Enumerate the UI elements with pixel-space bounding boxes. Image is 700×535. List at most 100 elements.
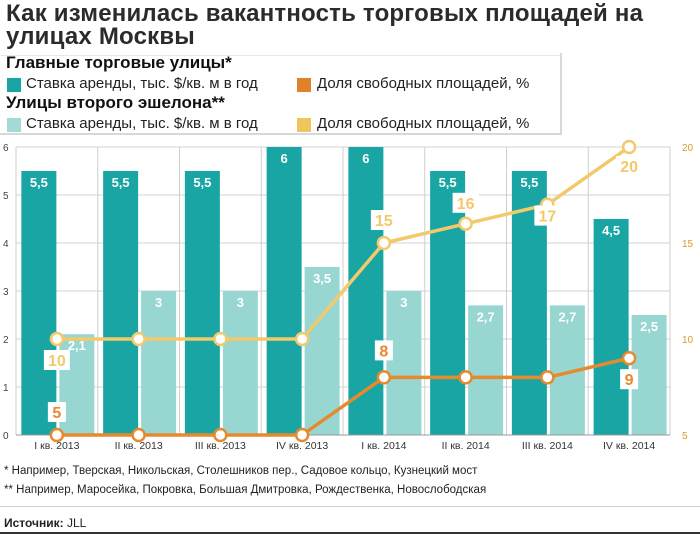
- point-second_vacancy: [376, 235, 392, 251]
- bar-label-second-rent: 3: [400, 295, 407, 310]
- y-left-tick-label: 2: [3, 335, 9, 346]
- legend-label-second-rent: Ставка аренды, тыс. $/кв. м в год: [26, 115, 258, 132]
- legend-swatch-main-rent: [7, 78, 21, 92]
- bar-main-rent: [593, 219, 629, 435]
- bar-second-rent: [222, 291, 258, 435]
- point-label-bg: [616, 156, 643, 176]
- bar-label-second-rent: 2,7: [477, 309, 495, 324]
- source-label: Источник:: [4, 516, 64, 530]
- point-label-main_vacancy: 9: [625, 372, 634, 389]
- point-label-main_vacancy: 8: [379, 343, 388, 360]
- x-tick-label: I кв. 2013: [34, 440, 79, 452]
- bar-label-main-rent: 4,5: [602, 223, 620, 238]
- bar-label-second-rent: 2,7: [558, 309, 576, 324]
- source-line: Источник: JLL: [4, 516, 86, 530]
- bar-second-rent: [141, 291, 177, 435]
- point-main_vacancy: [621, 350, 637, 366]
- legend-swatch-second-rent: [7, 118, 21, 132]
- legend-label-second-vacancy: Доля свободных площадей, %: [317, 115, 530, 132]
- line-second_vacancy: [56, 145, 631, 341]
- x-tick-label: II кв. 2013: [115, 440, 163, 452]
- point-main_vacancy: [540, 370, 555, 385]
- legend-label-main-vacancy: Доля свободных площадей, %: [317, 75, 530, 92]
- bar-label-main-rent: 6: [362, 151, 369, 166]
- legend-swatch-main-vacancy: [297, 78, 311, 92]
- y-right-tick-label: 10: [682, 335, 694, 346]
- chart-plot: 0 1 2 3 4 5 6 5 10 15 20 5,5 2,1 5,5 3 5,5 3 6 3,5 6 3 5,5 2,7…: [3, 139, 694, 452]
- bar-label-second-rent: 3: [155, 295, 162, 310]
- legend-section-main: Главные торговые улицы*: [6, 53, 232, 72]
- legend-swatch-second-vacancy: [297, 118, 311, 132]
- footnote-main: * Например, Тверская, Никольская, Столеш…: [4, 465, 478, 477]
- point-label-bg: [370, 210, 397, 230]
- bar-main-rent: [430, 171, 466, 435]
- y-right-tick-label: 5: [682, 431, 688, 442]
- bar-second-rent: [468, 305, 504, 435]
- point-main_vacancy: [131, 427, 146, 443]
- y-left-tick-label: 0: [3, 431, 9, 442]
- point-label-bg: [534, 205, 561, 226]
- point-main_vacancy: [376, 370, 392, 385]
- bar-label-main-rent: 6: [281, 151, 288, 166]
- bar-label-main-rent: 5,5: [112, 175, 130, 190]
- point-label-bg: [43, 350, 70, 370]
- bar-main-rent: [103, 171, 139, 435]
- legend-top-line: [0, 55, 560, 56]
- chart-title: Как изменилась вакантность торговых площ…: [6, 0, 644, 50]
- x-tick-label: III кв. 2014: [522, 440, 573, 452]
- bar-label-main-rent: 5,5: [520, 175, 538, 190]
- x-tick-label: II кв. 2014: [442, 440, 490, 452]
- line-main_vacancy: [56, 356, 630, 437]
- footer-divider: [0, 506, 700, 507]
- point-second_vacancy: [49, 331, 65, 347]
- point-label-second_vacancy: 17: [538, 209, 556, 226]
- bar-label-second-rent: 3: [237, 295, 244, 310]
- y-left-tick-label: 5: [3, 191, 9, 202]
- point-label-bg: [620, 369, 639, 390]
- legend-label-main-rent: Ставка аренды, тыс. $/кв. м в год: [26, 75, 258, 92]
- x-tick-label: IV кв. 2013: [276, 440, 328, 452]
- bar-main-rent: [21, 171, 57, 435]
- bar-label-main-rent: 5,5: [439, 175, 457, 190]
- point-main_vacancy: [213, 427, 228, 443]
- legend-section-second: Улицы второго эшелона**: [6, 93, 225, 112]
- bar-label-second-rent: 2,1: [68, 338, 86, 353]
- point-label-main_vacancy: 5: [52, 405, 61, 422]
- point-label-bg: [374, 340, 393, 361]
- y-right-tick-label: 15: [682, 239, 694, 250]
- bar-label-main-rent: 5,5: [30, 175, 48, 190]
- bar-second-rent: [386, 291, 422, 435]
- bar-main-rent: [348, 147, 384, 435]
- x-tick-label: IV кв. 2014: [603, 440, 655, 452]
- point-second_vacancy: [294, 331, 310, 347]
- source-value: JLL: [67, 516, 87, 530]
- bar-main-rent: [266, 147, 302, 435]
- y-left-tick-label: 1: [3, 383, 9, 394]
- bottom-rule: [0, 532, 700, 534]
- y-left-tick-label: 4: [3, 239, 9, 250]
- y-left-tick-label: 6: [3, 143, 9, 154]
- bar-main-rent: [184, 171, 220, 435]
- point-label-second_vacancy: 15: [375, 213, 393, 230]
- y-left-tick-label: 3: [3, 287, 9, 298]
- point-label-second_vacancy: 16: [457, 196, 475, 213]
- footnote-second: ** Например, Маросейка, Покровка, Больша…: [4, 484, 487, 496]
- x-tick-label: I кв. 2014: [361, 440, 406, 452]
- point-main_vacancy: [49, 427, 65, 443]
- x-tick-label: III кв. 2013: [195, 440, 246, 452]
- bar-second-rent: [304, 267, 340, 435]
- point-main_vacancy: [294, 427, 310, 443]
- point-second_vacancy: [621, 139, 637, 155]
- bar-label-second-rent: 3,5: [313, 271, 331, 286]
- point-label-second_vacancy: 20: [620, 159, 638, 176]
- point-main_vacancy: [458, 370, 473, 385]
- point-second_vacancy: [458, 216, 473, 232]
- point-second_vacancy: [131, 331, 146, 347]
- bar-label-main-rent: 5,5: [193, 175, 211, 190]
- point-label-bg: [47, 402, 66, 422]
- point-label-bg: [452, 192, 479, 213]
- point-second_vacancy: [213, 331, 228, 347]
- legend-frame: [0, 53, 562, 135]
- point-label-second_vacancy: 10: [48, 353, 66, 370]
- y-right-tick-label: 20: [682, 143, 694, 154]
